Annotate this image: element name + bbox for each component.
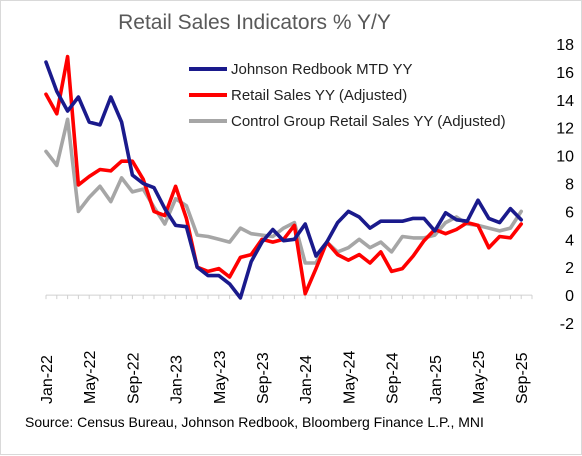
series-line	[44, 60, 524, 300]
y-tick-label: 16	[556, 65, 574, 82]
y-tick-label: 14	[556, 93, 574, 110]
x-tick-label: May-24	[341, 351, 358, 404]
x-tick-label: Jan-25	[428, 355, 445, 404]
x-tick-label: Sep-24	[385, 352, 402, 404]
x-tick-label: May-25	[471, 351, 488, 404]
legend-label: Control Group Retail Sales YY (Adjusted)	[231, 113, 506, 130]
x-tick-label: May-23	[212, 351, 229, 404]
y-tick-label: 2	[565, 260, 574, 277]
y-tick-label: 12	[556, 121, 574, 138]
x-tick-label: Sep-25	[514, 352, 531, 404]
legend-label: Johnson Redbook MTD YY	[231, 61, 413, 78]
y-tick-label: 8	[565, 177, 574, 194]
legend-label: Retail Sales YY (Adjusted)	[231, 87, 407, 104]
series-line	[44, 117, 524, 265]
x-tick-label: Sep-22	[125, 352, 142, 404]
source-note: Source: Census Bureau, Johnson Redbook, …	[25, 414, 484, 430]
x-tick-label: Jan-22	[39, 355, 56, 404]
x-tick-label: May-22	[82, 351, 99, 404]
y-tick-label: 18	[556, 37, 574, 54]
x-tick-label: Jan-23	[169, 355, 186, 404]
y-tick-label: -2	[560, 316, 574, 333]
y-tick-label: 10	[556, 149, 574, 166]
y-tick-label: 0	[565, 288, 574, 305]
x-tick-label: Jan-24	[298, 355, 315, 404]
chart-title: Retail Sales Indicators % Y/Y	[118, 11, 391, 34]
y-tick-label: 6	[565, 204, 574, 221]
y-tick-label: 4	[565, 232, 574, 249]
x-tick-label: Sep-23	[255, 352, 272, 404]
